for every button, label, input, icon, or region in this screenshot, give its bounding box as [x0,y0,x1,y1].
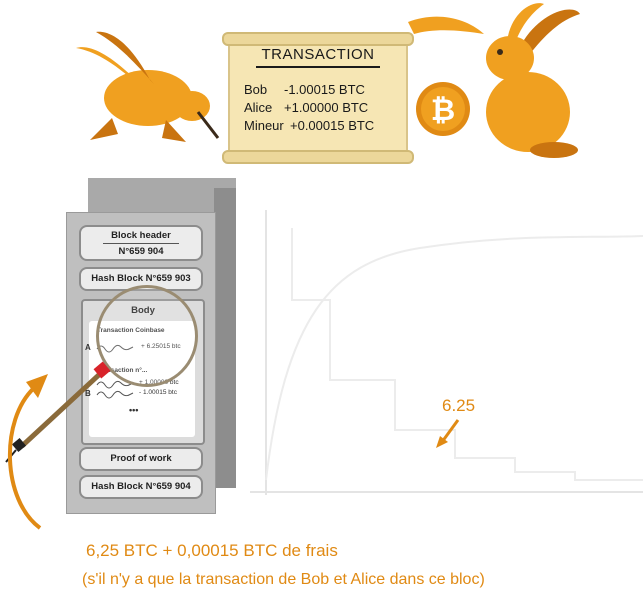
reward-pointer-arrow-icon [436,419,460,448]
pill-divider [103,243,179,244]
block-hash-label: Hash Block N°659 904 [91,481,191,492]
transaction-row-bob: Bob -1.00015 BTC [244,82,365,97]
tx-name: Bob [244,82,268,97]
block-number: N°659 904 [118,246,164,257]
block-hash-pill: Hash Block N°659 904 [79,475,203,499]
letter-a: A [85,343,91,352]
tx-amount-2: - 1.00015 btc [139,389,177,396]
tx-amount: -1.00015 BTC [284,82,365,97]
tx-signature-1 [96,380,134,389]
more-transactions: ••• [129,405,139,415]
prev-hash-label: Hash Block N°659 903 [91,273,191,284]
reward-caption-note: (s'il n'y a que la transaction de Bob et… [82,571,485,588]
tx-amount: +1.00000 BTC [284,100,369,115]
block-header-label: Block header [111,230,171,241]
server-top [88,178,236,212]
tx-signature-2 [96,390,134,399]
bitcoin-coin-icon: ₿ [416,82,470,136]
block-header-pill: Block header N°659 904 [79,225,203,261]
tx-name: Mineur [244,118,284,133]
proof-of-work-label: Proof of work [110,453,172,464]
proof-of-work-pill: Proof of work [79,447,203,471]
magnifier-icon [96,285,198,387]
transaction-title: TRANSACTION [261,46,375,63]
transaction-row-alice: Alice +1.00000 BTC [244,100,368,115]
rabbit-left [76,31,220,142]
transaction-title-rule [256,66,380,68]
reward-caption: 6,25 BTC + 0,00015 BTC de frais [86,541,338,560]
svg-text:₿: ₿ [431,94,455,127]
tx-name: Alice [244,100,273,115]
rabbit-right [408,3,580,158]
tx-amount: +0.00015 BTC [290,118,375,133]
curved-arrow-icon [8,374,48,530]
server-side [214,188,236,488]
reward-steps [291,228,643,481]
scroll-roll-top [222,32,414,46]
letter-b: B [85,389,91,398]
supply-curve [265,235,643,481]
reward-value-label: 6.25 [442,396,476,415]
scroll-roll-bottom [222,150,414,164]
transaction-row-mineur: Mineur +0.00015 BTC [244,118,374,133]
transaction-scroll: TRANSACTION Bob -1.00015 BTC Alice +1.0000… [222,32,414,164]
